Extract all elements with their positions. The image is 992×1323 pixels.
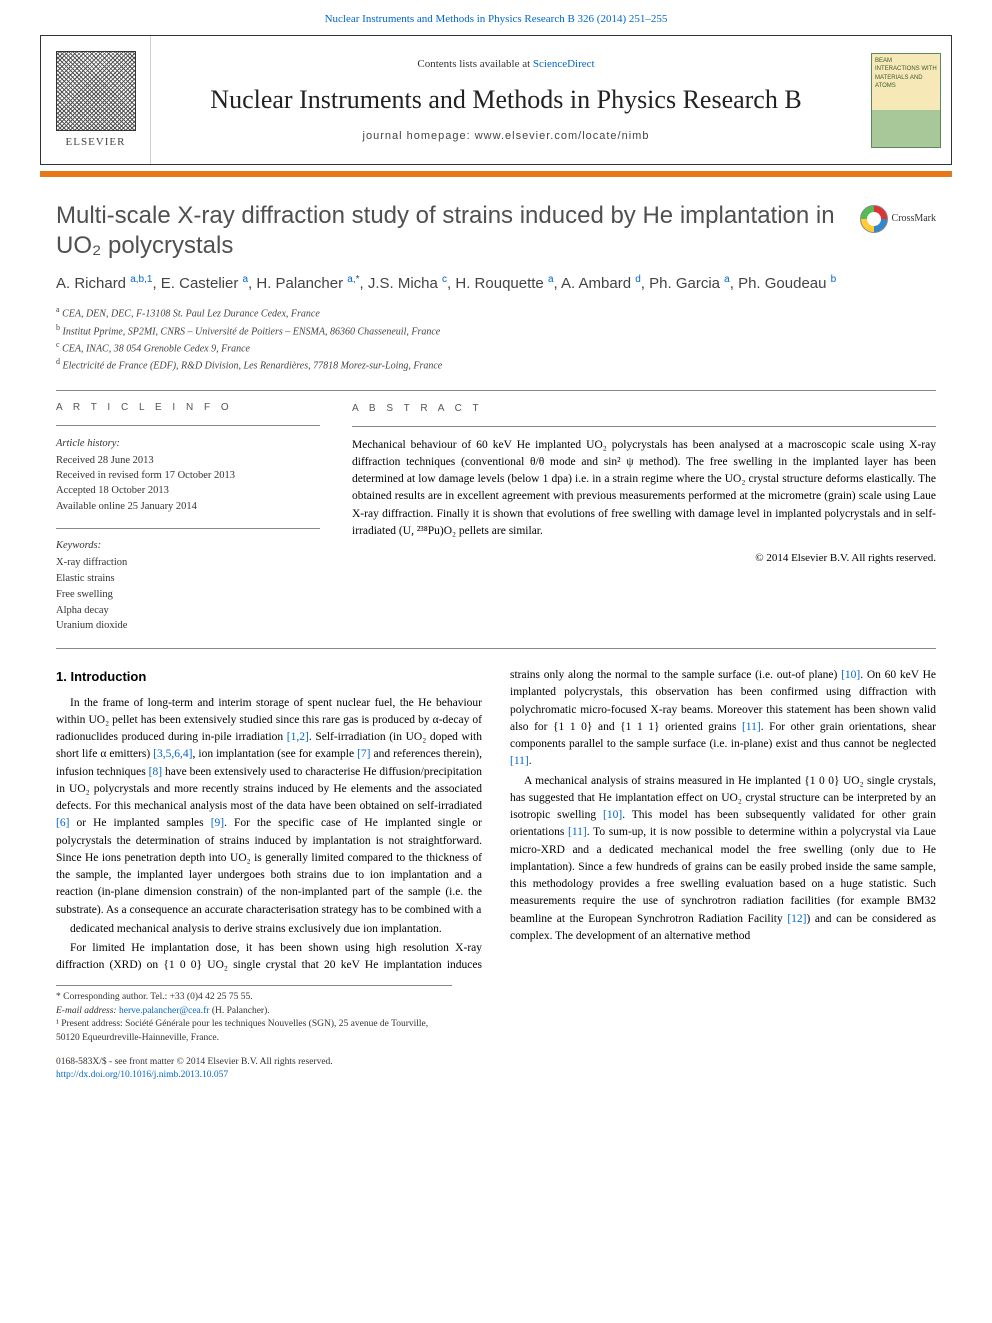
email-line: E-mail address: herve.palancher@cea.fr (… [56,1005,452,1019]
keywords-list: X-ray diffractionElastic strainsFree swe… [56,555,320,634]
email-label: E-mail address: [56,1006,119,1016]
contents-line: Contents lists available at ScienceDirec… [417,57,594,72]
sciencedirect-link[interactable]: ScienceDirect [533,58,595,70]
divider [56,390,936,391]
history-list: Received 28 June 2013Received in revised… [56,453,320,514]
journal-homepage: journal homepage: www.elsevier.com/locat… [363,129,650,144]
crossmark-icon [860,205,888,233]
issn-line: 0168-583X/$ - see front matter © 2014 El… [56,1056,478,1069]
body-divider [56,648,936,649]
info-divider [56,425,320,426]
publisher-logo-area: ELSEVIER [41,36,151,164]
contents-prefix: Contents lists available at [417,58,532,70]
elsevier-tree-icon [56,51,136,131]
email-suffix: (H. Palancher). [209,1006,269,1016]
section-heading: 1. Introduction [56,667,482,687]
abstract-copyright: © 2014 Elsevier B.V. All rights reserved… [352,550,936,567]
affiliations: a CEA, DEN, DEC, F-13108 St. Paul Lez Du… [56,304,936,373]
cover-thumbnail: BEAM INTERACTIONS WITH MATERIALS AND ATO… [871,53,941,148]
abstract: A B S T R A C T Mechanical behaviour of … [352,401,936,635]
present-address-note: ¹ Present address: Société Générale pour… [56,1018,452,1046]
abstract-text: Mechanical behaviour of 60 keV He implan… [352,437,936,541]
abstract-label: A B S T R A C T [352,401,936,416]
footnotes: * Corresponding author. Tel.: +33 (0)4 4… [56,985,452,1046]
citation-header: Nuclear Instruments and Methods in Physi… [0,0,992,35]
doi-link[interactable]: http://dx.doi.org/10.1016/j.nimb.2013.10… [56,1070,228,1080]
orange-divider [40,171,952,177]
publisher-label: ELSEVIER [66,135,126,150]
body-text: 1. Introduction In the frame of long-ter… [56,667,936,975]
info-divider-2 [56,528,320,529]
paper-title: Multi-scale X-ray diffraction study of s… [56,201,850,261]
keywords-heading: Keywords: [56,539,320,554]
journal-header: ELSEVIER Contents lists available at Sci… [40,35,952,165]
cover-thumbnail-area: BEAM INTERACTIONS WITH MATERIALS AND ATO… [861,36,951,164]
journal-name: Nuclear Instruments and Methods in Physi… [210,82,801,118]
header-center: Contents lists available at ScienceDirec… [151,36,861,164]
crossmark-label: CrossMark [892,212,936,226]
abstract-divider [352,426,936,427]
email-link[interactable]: herve.palancher@cea.fr [119,1006,210,1016]
authors: A. Richard a,b,1, E. Castelier a, H. Pal… [56,273,936,294]
history-heading: Article history: [56,436,320,451]
corresponding-author: * Corresponding author. Tel.: +33 (0)4 4… [56,991,452,1005]
article-info-label: A R T I C L E I N F O [56,401,320,415]
footer-bar: 0168-583X/$ - see front matter © 2014 El… [56,1056,936,1083]
crossmark-badge[interactable]: CrossMark [860,205,936,233]
citation-link[interactable]: Nuclear Instruments and Methods in Physi… [325,13,668,25]
article-info: A R T I C L E I N F O Article history: R… [56,401,320,635]
